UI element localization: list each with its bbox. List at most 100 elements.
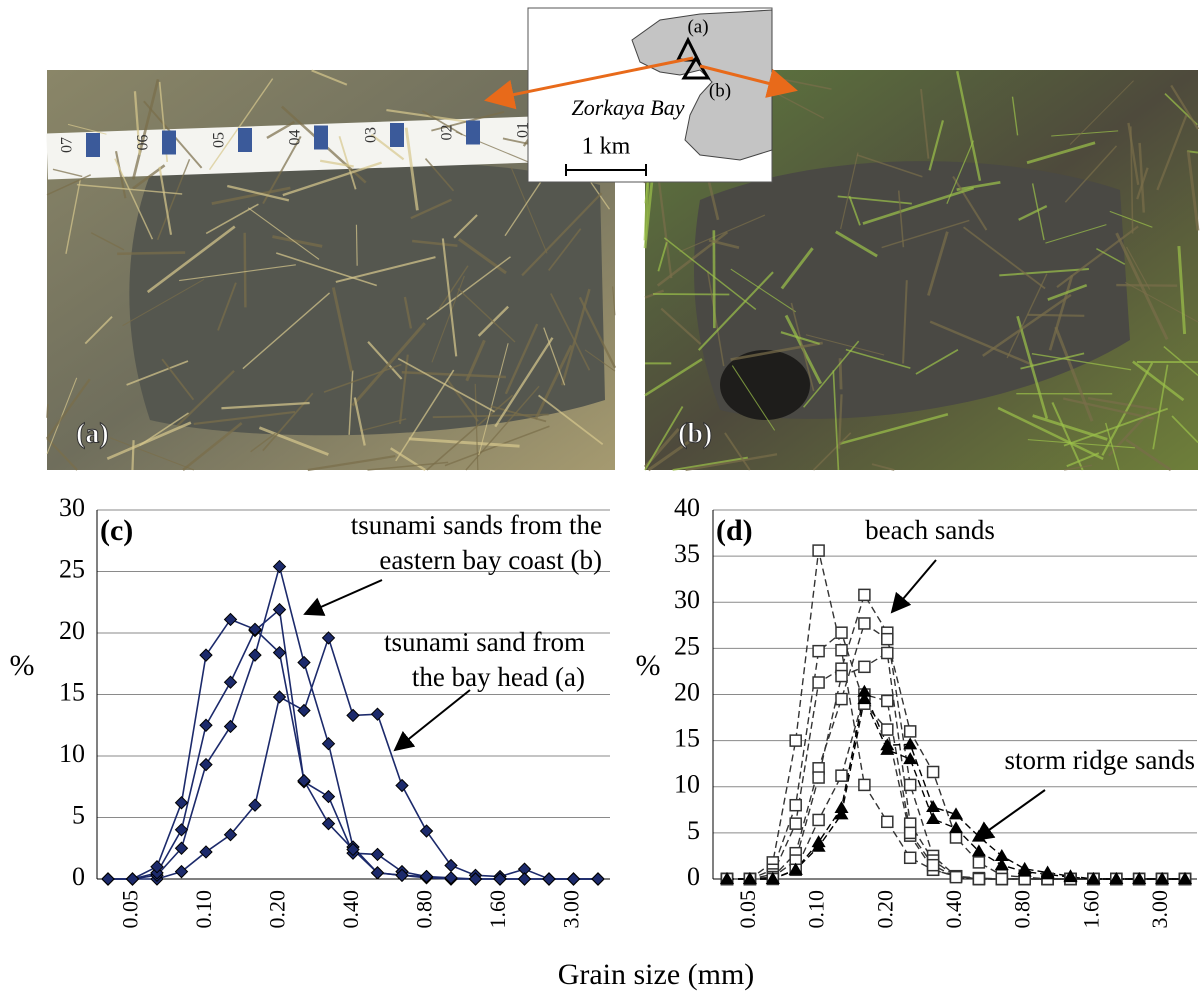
map-scale-label: 1 km: [582, 134, 631, 160]
marker: [445, 859, 457, 871]
y-tick-label: 30: [674, 585, 700, 614]
x-tick-label: 1.60: [1078, 890, 1103, 929]
marker: [813, 772, 824, 783]
marker: [568, 873, 580, 885]
marker: [813, 814, 824, 825]
panel-label: (c): [100, 514, 133, 547]
marker: [396, 780, 408, 792]
ruler-mark: [238, 128, 252, 152]
marker: [200, 649, 212, 661]
marker: [323, 791, 335, 803]
marker: [347, 709, 359, 721]
y-tick-label: 40: [674, 493, 700, 522]
marker: [836, 645, 847, 656]
ruler-label: 06: [135, 135, 152, 151]
texture: [47, 404, 48, 418]
x-tick-label: 0.10: [804, 890, 829, 929]
ruler-mark: [390, 123, 404, 147]
marker: [519, 873, 531, 885]
marker: [421, 825, 433, 837]
annotation: the bay head (a): [412, 662, 585, 692]
marker: [225, 676, 237, 688]
marker: [836, 671, 847, 682]
x-tick-label: 0.80: [1010, 890, 1035, 929]
ruler-mark: [162, 131, 176, 155]
marker: [905, 852, 916, 863]
x-tick-label: 0.80: [412, 890, 437, 929]
ruler-mark: [466, 121, 480, 145]
marker: [323, 738, 335, 750]
ruler-label: 04: [287, 130, 304, 146]
marker: [298, 704, 310, 716]
ruler-label: 03: [363, 127, 380, 143]
marker: [102, 873, 114, 885]
annotation: tsunami sands from the: [351, 510, 602, 540]
y-tick-label: 0: [687, 862, 700, 891]
marker: [543, 873, 555, 885]
x-tick-label: 0.05: [735, 890, 760, 929]
y-tick-label: 35: [674, 539, 700, 568]
y-axis-label: %: [10, 649, 35, 682]
marker: [882, 647, 893, 658]
marker: [973, 857, 984, 868]
marker: [790, 800, 801, 811]
y-tick-label: 15: [59, 677, 85, 706]
texture: [653, 294, 729, 295]
figure: (a) 07060504030201 (b) (a) (b) Zorkaya B…: [0, 0, 1201, 996]
marker: [225, 720, 237, 732]
marker: [973, 874, 984, 885]
annotation: storm ridge sands: [1005, 745, 1195, 775]
x-tick-label: 0.20: [265, 890, 290, 929]
marker: [200, 719, 212, 731]
marker: [882, 634, 893, 645]
x-tick-label: 1.60: [485, 890, 510, 929]
marker: [298, 657, 310, 669]
texture: [132, 440, 133, 470]
map-label: Zorkaya Bay: [571, 95, 684, 120]
marker: [372, 708, 384, 720]
texture: [1116, 285, 1177, 286]
y-tick-label: 20: [674, 677, 700, 706]
map-inset: (a) (b) Zorkaya Bay 1 km: [487, 8, 795, 182]
marker: [274, 561, 286, 573]
y-tick-label: 20: [59, 616, 85, 645]
texture: [714, 230, 715, 328]
marker: [200, 759, 212, 771]
x-tick-label: 0.40: [941, 890, 966, 929]
marker: [859, 618, 870, 629]
photo-label: (a): [76, 418, 109, 449]
photo-label: (b): [678, 418, 712, 449]
y-tick-label: 10: [674, 770, 700, 799]
marker: [836, 694, 847, 705]
marker: [249, 649, 261, 661]
marker: [421, 871, 433, 883]
y-tick-label: 15: [674, 724, 700, 753]
ruler-mark: [86, 133, 100, 157]
marker: [882, 816, 893, 827]
marker: [905, 779, 916, 790]
marker: [835, 807, 849, 819]
marker: [445, 872, 457, 884]
ruler-label: 07: [59, 137, 76, 153]
texture: [356, 225, 357, 266]
panel-label: (d): [716, 514, 753, 547]
marker: [790, 818, 801, 829]
ruler-label: 02: [439, 125, 456, 141]
y-tick-label: 5: [687, 816, 700, 845]
annotation: tsunami sand from: [384, 627, 585, 657]
marker: [127, 873, 139, 885]
marker: [859, 661, 870, 672]
series-line: [108, 619, 598, 879]
x-tick-label: 0.05: [118, 890, 143, 929]
marker: [882, 695, 893, 706]
annotation-arrow: [395, 690, 470, 750]
marker: [859, 589, 870, 600]
ruler-label: 05: [211, 132, 228, 148]
marker: [592, 873, 604, 885]
marker: [836, 627, 847, 638]
marker: [790, 735, 801, 746]
ruler-mark: [314, 126, 328, 150]
y-tick-label: 0: [72, 862, 85, 891]
y-tick-label: 25: [59, 554, 85, 583]
marker: [176, 797, 188, 809]
